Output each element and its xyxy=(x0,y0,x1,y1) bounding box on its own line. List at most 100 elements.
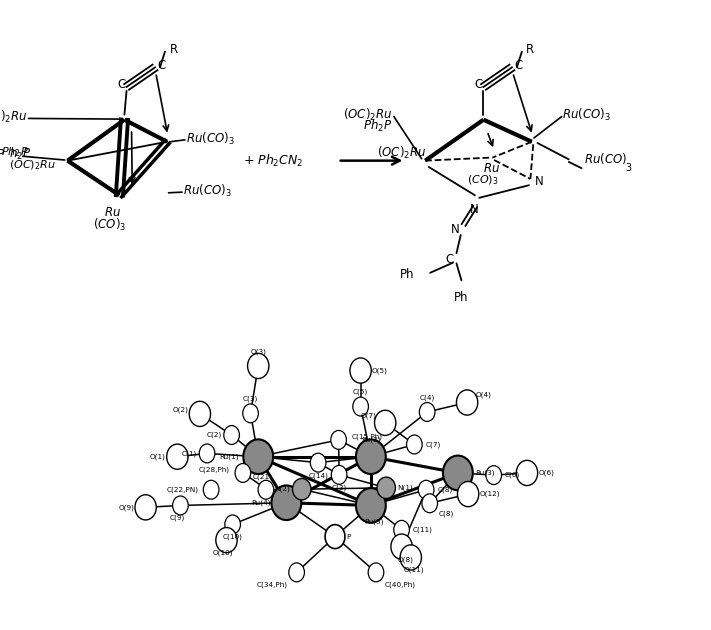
Text: $h_2P$: $h_2P$ xyxy=(9,146,31,163)
Text: $Ru(CO)_3$: $Ru(CO)_3$ xyxy=(562,107,611,123)
Ellipse shape xyxy=(173,496,188,515)
Text: N: N xyxy=(535,175,543,188)
Text: O(8): O(8) xyxy=(397,556,413,563)
Ellipse shape xyxy=(368,563,384,582)
Text: $(OC)_2Ru$: $(OC)_2Ru$ xyxy=(378,144,427,161)
Text: R: R xyxy=(526,43,535,55)
Text: C(3): C(3) xyxy=(331,484,347,491)
Ellipse shape xyxy=(189,401,210,427)
Text: Ru(5): Ru(5) xyxy=(365,518,384,525)
Text: O(11): O(11) xyxy=(404,567,424,573)
Text: C(2): C(2) xyxy=(206,432,222,438)
Text: O(4): O(4) xyxy=(476,392,491,398)
Ellipse shape xyxy=(325,525,345,549)
Ellipse shape xyxy=(356,488,386,523)
Text: N: N xyxy=(451,224,459,236)
Text: $(OC)_2Ru$: $(OC)_2Ru$ xyxy=(343,107,392,123)
Text: N(2): N(2) xyxy=(274,486,290,493)
Ellipse shape xyxy=(353,397,368,416)
Ellipse shape xyxy=(394,520,410,539)
Ellipse shape xyxy=(310,453,326,472)
Text: C(4): C(4) xyxy=(419,394,435,401)
Text: O(6): O(6) xyxy=(538,470,555,476)
Text: O(9): O(9) xyxy=(118,504,134,510)
Text: N(1): N(1) xyxy=(397,484,413,491)
Text: O(12): O(12) xyxy=(479,491,500,497)
Text: C(15,Ph): C(15,Ph) xyxy=(351,433,383,440)
Text: C(34,Ph): C(34,Ph) xyxy=(257,581,288,588)
Text: $Ph_2P$: $Ph_2P$ xyxy=(363,118,392,134)
Ellipse shape xyxy=(422,494,437,513)
Text: O(1): O(1) xyxy=(150,454,166,460)
Text: Ru(2): Ru(2) xyxy=(361,437,380,443)
Text: $Ru$: $Ru$ xyxy=(104,207,121,219)
Text: Ru(4): Ru(4) xyxy=(251,500,271,506)
Text: C(40,Ph): C(40,Ph) xyxy=(385,581,415,588)
Text: C: C xyxy=(445,253,454,266)
Ellipse shape xyxy=(377,477,395,498)
Ellipse shape xyxy=(486,466,501,484)
Ellipse shape xyxy=(243,439,273,474)
Ellipse shape xyxy=(331,430,346,449)
Text: C(8): C(8) xyxy=(438,511,454,517)
Ellipse shape xyxy=(289,563,304,582)
Text: N: N xyxy=(470,203,479,215)
Ellipse shape xyxy=(375,410,396,435)
Text: C: C xyxy=(117,78,126,91)
Text: $+\ Ph_2CN_2$: $+\ Ph_2CN_2$ xyxy=(243,152,304,169)
Ellipse shape xyxy=(242,404,258,423)
Text: $(CO)_3$: $(CO)_3$ xyxy=(93,217,126,233)
Text: $Ru(CO)$: $Ru(CO)$ xyxy=(584,151,628,166)
Ellipse shape xyxy=(258,480,274,499)
Ellipse shape xyxy=(224,426,240,445)
Ellipse shape xyxy=(391,534,412,559)
Text: O(10): O(10) xyxy=(213,549,233,556)
Text: $Ph_2P$: $Ph_2P$ xyxy=(1,146,29,159)
Text: Ph: Ph xyxy=(400,268,415,280)
Text: C: C xyxy=(514,59,523,72)
Text: C(3): C(3) xyxy=(243,396,258,402)
Text: $(OC)_2Ru$: $(OC)_2Ru$ xyxy=(9,158,55,172)
Text: O(3): O(3) xyxy=(250,348,266,355)
Text: O(5): O(5) xyxy=(372,367,388,374)
Ellipse shape xyxy=(331,466,347,484)
Ellipse shape xyxy=(443,455,473,490)
Text: C(6): C(6) xyxy=(505,472,520,478)
Text: O(2): O(2) xyxy=(173,407,188,413)
Ellipse shape xyxy=(166,444,188,469)
Text: C(14): C(14) xyxy=(308,472,328,479)
Ellipse shape xyxy=(400,545,422,570)
Ellipse shape xyxy=(216,527,237,553)
Text: C: C xyxy=(157,59,166,72)
Ellipse shape xyxy=(407,435,422,454)
Ellipse shape xyxy=(199,444,215,463)
Ellipse shape xyxy=(350,358,371,383)
Text: C(7): C(7) xyxy=(426,441,441,448)
Text: C(10): C(10) xyxy=(223,534,242,541)
Ellipse shape xyxy=(457,481,479,507)
Text: C: C xyxy=(474,78,483,91)
Text: $Ru(CO)_3$: $Ru(CO)_3$ xyxy=(186,130,235,147)
Ellipse shape xyxy=(235,464,251,483)
Text: C(11): C(11) xyxy=(413,527,433,533)
Ellipse shape xyxy=(247,353,269,379)
Text: C(8): C(8) xyxy=(437,486,453,493)
Text: R: R xyxy=(169,43,178,55)
Text: $3$: $3$ xyxy=(625,161,632,173)
Ellipse shape xyxy=(203,480,219,499)
Text: C(22,PN): C(22,PN) xyxy=(166,486,198,493)
Text: C(1): C(1) xyxy=(182,450,197,457)
Text: O(7): O(7) xyxy=(360,412,377,418)
Ellipse shape xyxy=(135,495,156,520)
Ellipse shape xyxy=(272,485,301,520)
Text: $(CO)_3$: $(CO)_3$ xyxy=(467,173,498,187)
Ellipse shape xyxy=(356,439,386,474)
Text: C(9): C(9) xyxy=(169,515,184,522)
Text: $Ru$: $Ru$ xyxy=(483,163,500,175)
Text: C(28,Ph): C(28,Ph) xyxy=(199,467,230,473)
Text: P: P xyxy=(346,534,351,540)
Text: Ru(1): Ru(1) xyxy=(219,454,238,460)
Ellipse shape xyxy=(292,479,311,500)
Text: $P$: $P$ xyxy=(0,148,5,161)
Text: $Ru(CO)_3$: $Ru(CO)_3$ xyxy=(183,183,232,199)
